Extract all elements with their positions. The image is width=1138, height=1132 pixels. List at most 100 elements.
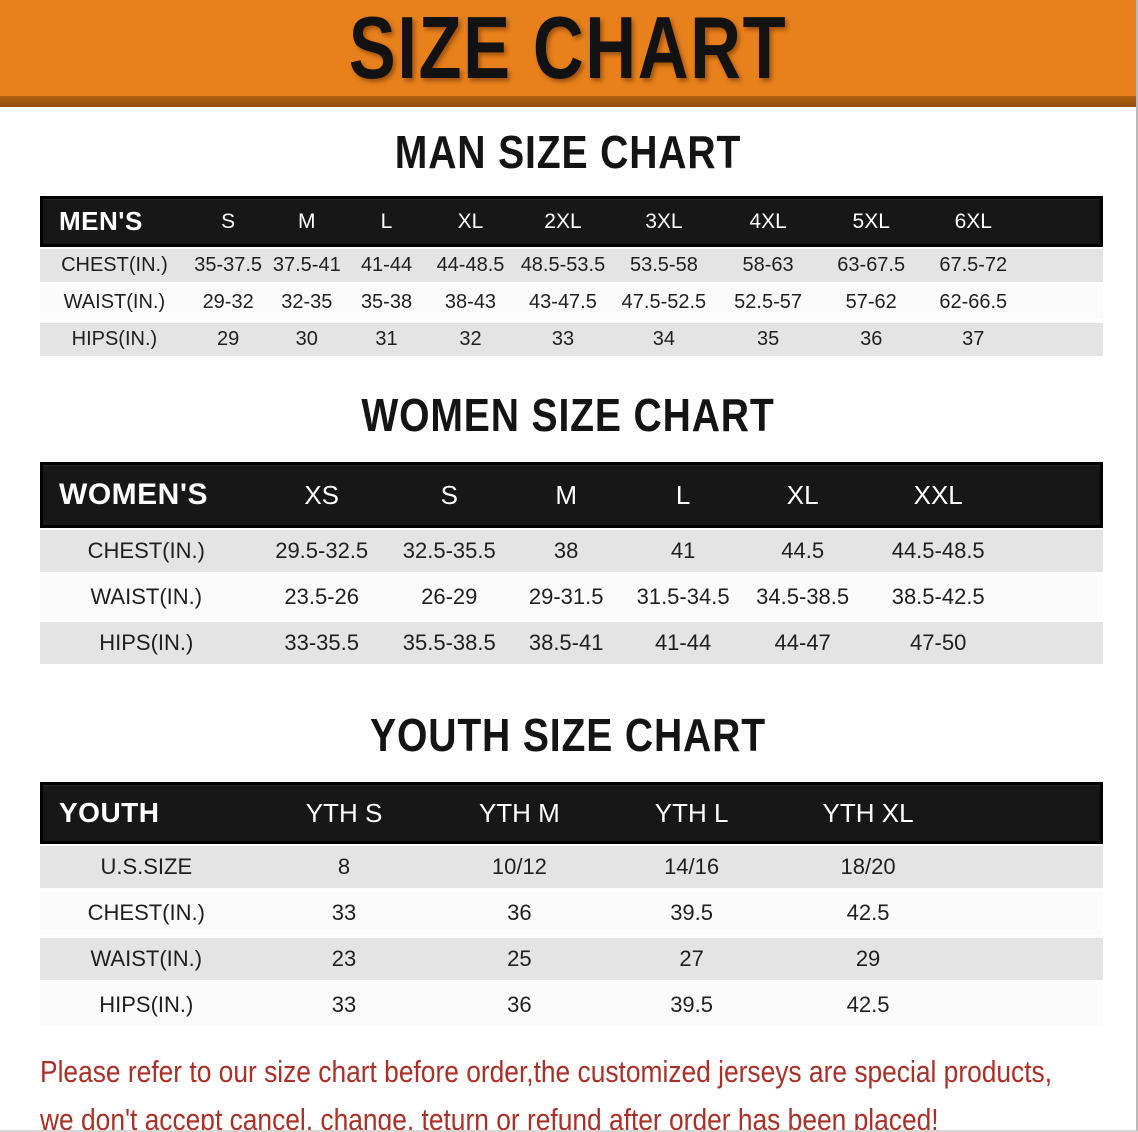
size-value: 58-63 (716, 247, 821, 286)
size-column-header: L (624, 462, 742, 528)
size-value: 44-48.5 (426, 247, 515, 286)
size-value: 38.5-41 (507, 622, 625, 668)
size-value: 38-43 (426, 286, 515, 323)
spacer-cell (1024, 286, 1103, 323)
size-column-header: YTH S (252, 782, 436, 844)
banner: SIZE CHART (0, 0, 1136, 96)
measurement-row: WAIST(IN.) 29-32 32-35 35-38 38-43 43-47.5 47.… (40, 286, 1103, 323)
size-value: 57-62 (820, 286, 923, 323)
size-value: 23.5-26 (252, 576, 391, 622)
size-value: 42.5 (779, 984, 957, 1030)
measurement-row: CHEST(IN.) 33 36 39.5 42.5 (40, 892, 1103, 938)
row-label: WAIST(IN.) (40, 286, 189, 323)
size-column-header: 3XL (611, 196, 717, 247)
size-column-header: 6XL (922, 196, 1025, 247)
size-value: 38.5-42.5 (863, 576, 1013, 622)
size-value: 36 (820, 323, 923, 360)
spacer-cell (956, 782, 1103, 844)
spacer-cell (1012, 576, 1103, 622)
size-value: 34.5-38.5 (741, 576, 864, 622)
row-label: CHEST(IN.) (40, 892, 253, 938)
size-value: 47.5-52.5 (611, 286, 717, 323)
disclaimer-line-1: Please refer to our size chart before or… (40, 1054, 1053, 1089)
size-value: 25 (435, 938, 604, 984)
size-value: 43-47.5 (514, 286, 612, 323)
size-value: 32.5-35.5 (390, 528, 508, 576)
table-title-cell: YOUTH (40, 782, 253, 844)
size-column-header: YTH L (603, 782, 780, 844)
measurement-row: CHEST(IN.) 29.5-32.5 32.5-35.5 38 41 44.5 44.5… (40, 528, 1103, 576)
size-column-header: M (507, 462, 625, 528)
size-column-header: XXL (863, 462, 1013, 528)
size-value: 29.5-32.5 (252, 528, 391, 576)
size-value: 27 (603, 938, 780, 984)
youth-section-heading: YOUTH SIZE CHART (370, 709, 766, 761)
size-value: 63-67.5 (820, 247, 923, 286)
disclaimer: Please refer to our size chart before or… (40, 1048, 1136, 1132)
youth-table-wrap: YOUTH YTH S YTH M YTH L YTH XL U.S.SIZE 8 10/12… (40, 782, 1103, 1030)
men-section-heading: MAN SIZE CHART (394, 126, 742, 178)
size-value: 32-35 (267, 286, 347, 323)
measurement-row: HIPS(IN.) 33 36 39.5 42.5 (40, 984, 1103, 1030)
women-size-table: WOMEN'S XS S M L XL XXL CHEST(IN.) 29.5-32.5 32.5… (40, 462, 1103, 668)
measurement-row: U.S.SIZE 8 10/12 14/16 18/20 (40, 844, 1103, 892)
size-value: 44.5 (741, 528, 864, 576)
size-value: 35-38 (346, 286, 427, 323)
size-value: 47-50 (863, 622, 1013, 668)
size-value: 53.5-58 (611, 247, 717, 286)
spacer-cell (1012, 622, 1103, 668)
spacer-cell (1024, 196, 1103, 247)
section-youth: YOUTH SIZE CHART YOUTH YTH S YTH M YTH L YTH… (0, 710, 1136, 1030)
size-value: 30 (267, 323, 347, 360)
size-value: 41-44 (624, 622, 742, 668)
size-value: 37.5-41 (267, 247, 347, 286)
section-men: MAN SIZE CHART MEN'S S M L XL 2XL 3XL 4XL 5XL 6XL… (0, 127, 1136, 360)
size-value: 33-35.5 (252, 622, 391, 668)
size-value: 36 (435, 984, 604, 1030)
measurement-row: WAIST(IN.) 23 25 27 29 (40, 938, 1103, 984)
spacer-cell (1024, 323, 1103, 360)
disclaimer-line-2: we don't accept cancel, change, teturn o… (40, 1102, 939, 1132)
size-value: 29-32 (188, 286, 268, 323)
banner-shadow-strip (0, 96, 1136, 107)
size-value: 26-29 (390, 576, 508, 622)
size-column-header: 5XL (820, 196, 923, 247)
measurement-row: HIPS(IN.) 33-35.5 35.5-38.5 38.5-41 41-44 44-… (40, 622, 1103, 668)
spacer-cell (1024, 247, 1103, 286)
size-value: 33 (514, 323, 612, 360)
size-value: 33 (252, 892, 436, 938)
size-value: 44.5-48.5 (863, 528, 1013, 576)
size-value: 62-66.5 (922, 286, 1025, 323)
size-value: 39.5 (603, 892, 780, 938)
youth-size-table: YOUTH YTH S YTH M YTH L YTH XL U.S.SIZE 8 10/12… (40, 782, 1103, 1030)
size-column-header: YTH XL (779, 782, 957, 844)
row-label: CHEST(IN.) (40, 247, 189, 286)
size-value: 31.5-34.5 (624, 576, 742, 622)
men-table-wrap: MEN'S S M L XL 2XL 3XL 4XL 5XL 6XL CHEST(IN.) 35-37… (40, 196, 1103, 360)
size-value: 52.5-57 (716, 286, 821, 323)
section-women: WOMEN SIZE CHART WOMEN'S XS S M L XL XXL CHEST(… (0, 390, 1136, 668)
spacer-cell (956, 984, 1103, 1030)
size-column-header: XL (741, 462, 864, 528)
size-value: 37 (922, 323, 1025, 360)
banner-title: SIZE CHART (348, 0, 788, 97)
row-label: HIPS(IN.) (40, 984, 253, 1030)
men-size-table: MEN'S S M L XL 2XL 3XL 4XL 5XL 6XL CHEST(IN.) 35-37… (40, 196, 1103, 360)
size-value: 29 (779, 938, 957, 984)
size-column-header: 4XL (716, 196, 821, 247)
size-value: 35-37.5 (188, 247, 268, 286)
row-label: CHEST(IN.) (40, 528, 253, 576)
size-value: 41-44 (346, 247, 427, 286)
row-label: U.S.SIZE (40, 844, 253, 892)
size-value: 39.5 (603, 984, 780, 1030)
size-column-header: XS (252, 462, 391, 528)
measurement-row: WAIST(IN.) 23.5-26 26-29 29-31.5 31.5-34.5 34… (40, 576, 1103, 622)
size-value: 48.5-53.5 (514, 247, 612, 286)
spacer-cell (1012, 462, 1103, 528)
size-value: 14/16 (603, 844, 780, 892)
women-section-heading: WOMEN SIZE CHART (361, 389, 775, 441)
size-column-header: YTH M (435, 782, 604, 844)
measurement-row: HIPS(IN.) 29 30 31 32 33 34 35 36 37 (40, 323, 1103, 360)
size-header-row: WOMEN'S XS S M L XL XXL (40, 462, 1103, 528)
spacer-cell (956, 892, 1103, 938)
